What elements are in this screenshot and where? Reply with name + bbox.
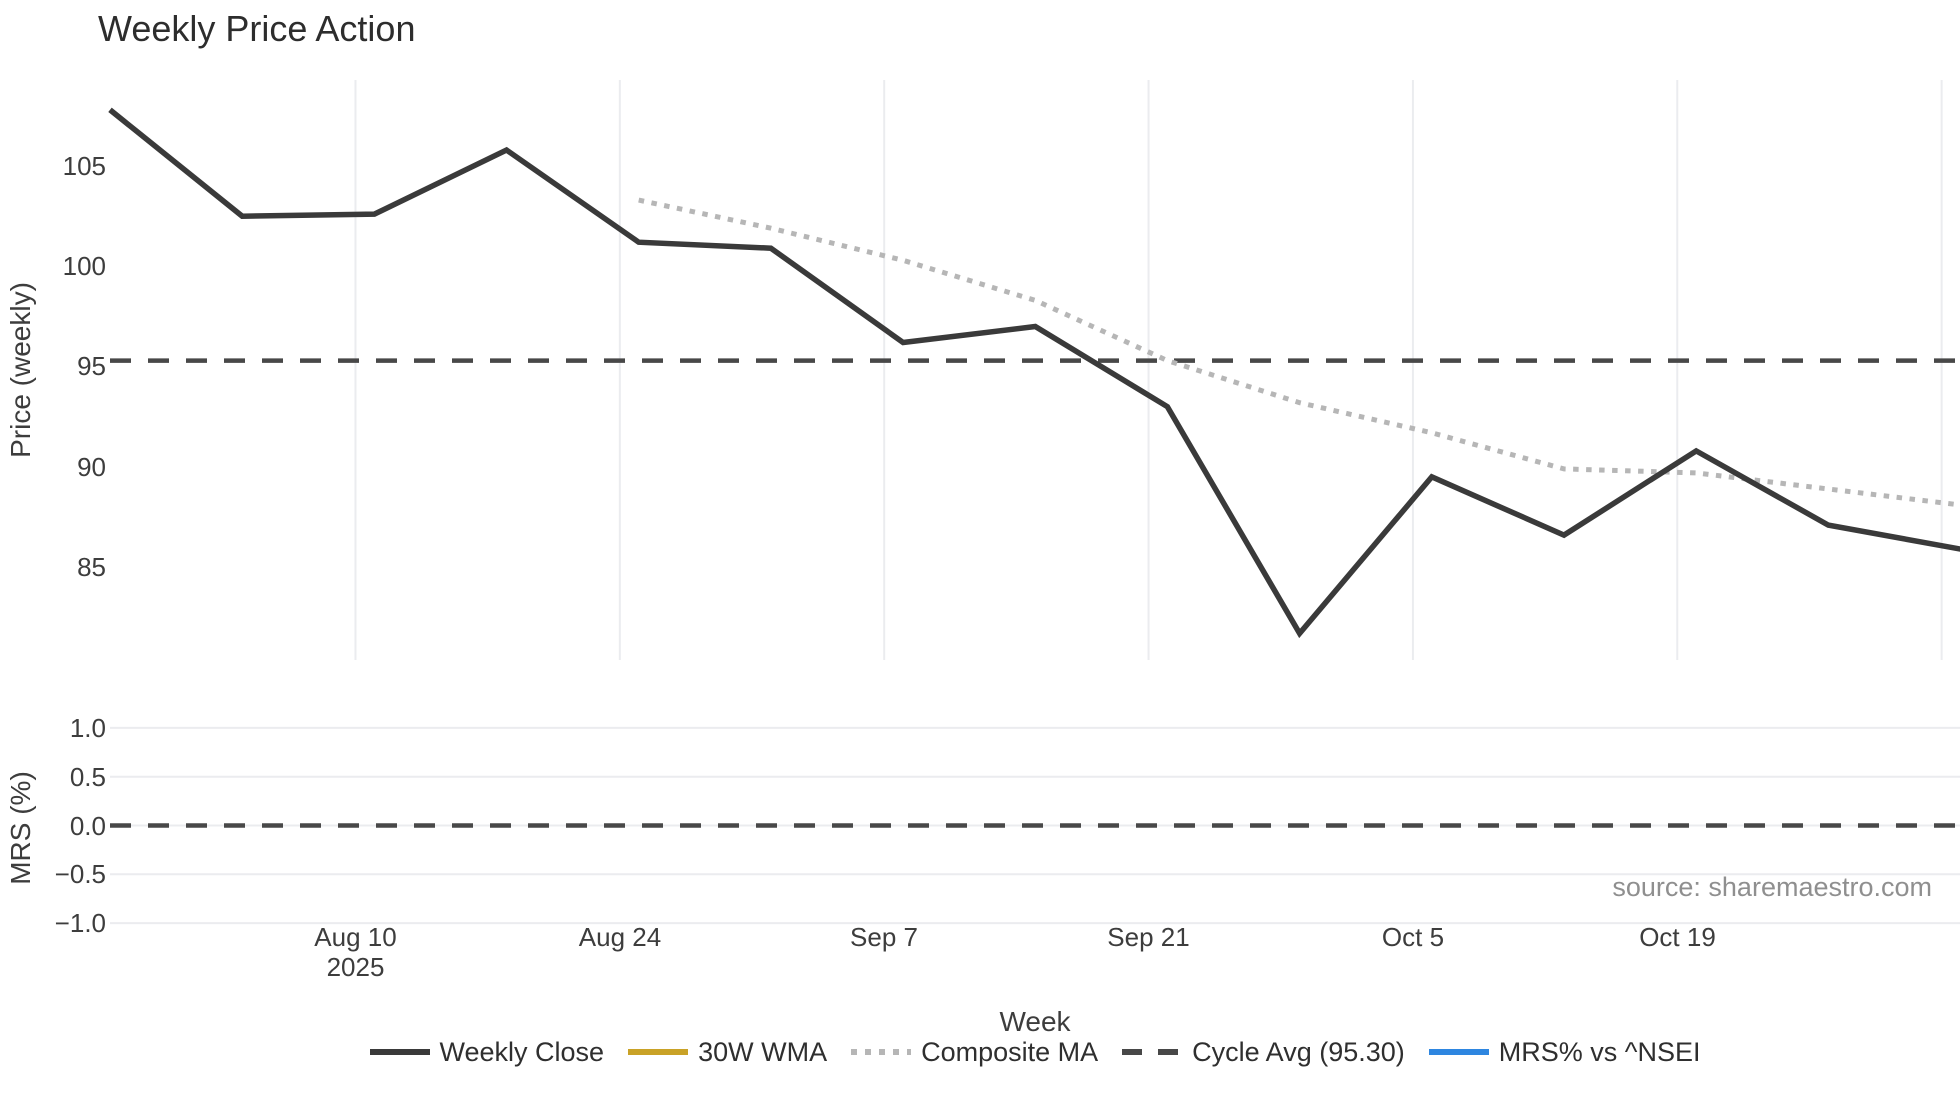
legend: Weekly Close 30W WMA Composite MA Cycle … <box>110 1036 1960 1068</box>
legend-item-weekly-close[interactable]: Weekly Close <box>369 1036 605 1068</box>
legend-swatch-4 <box>1428 1049 1489 1055</box>
price-tick-95: 95 <box>77 351 106 381</box>
x-tick-label: Aug 10 <box>314 922 397 952</box>
legend-item-composite-ma[interactable]: Composite MA <box>851 1037 1098 1068</box>
weekly-close-line <box>108 107 1960 639</box>
mrs-axis-title: MRS (%) <box>5 771 36 885</box>
price-gridlines <box>354 80 1943 660</box>
legend-swatch-1 <box>628 1049 689 1055</box>
x-axis-title: Week <box>999 1006 1071 1037</box>
legend-swatch-3 <box>1122 1049 1183 1055</box>
x-tick-sep21: Sep 21 <box>1107 922 1190 952</box>
mrs-tick-0: 0.0 <box>69 811 106 841</box>
x-tick-year-label: 2025 <box>326 952 385 982</box>
legend-label: Weekly Close <box>439 1036 605 1067</box>
legend-item-30w-wma[interactable]: 30W WMA <box>628 1037 827 1068</box>
legend-item-mrs[interactable]: MRS% vs ^NSEI <box>1428 1036 1701 1068</box>
legend-item-cycle-avg[interactable]: Cycle Avg (95.30) <box>1122 1037 1405 1068</box>
mrs-tick-m1: −1.0 <box>54 908 106 938</box>
legend-label: MRS% vs ^NSEI <box>1498 1036 1701 1067</box>
legend-swatch-0 <box>369 1049 430 1055</box>
composite-ma-line <box>638 197 1960 508</box>
price-tick-105: 105 <box>62 151 106 181</box>
mrs-tick-m05: −0.5 <box>54 859 106 889</box>
x-tick-sep7: Sep 7 <box>850 922 918 952</box>
price-tick-90: 90 <box>77 452 106 482</box>
x-tick-aug24: Aug 24 <box>578 922 662 952</box>
x-tick-oct5: Oct 5 <box>1381 922 1445 952</box>
legend-label: 30W WMA <box>698 1036 828 1067</box>
mrs-tick-1: 1.0 <box>69 713 106 743</box>
x-tick-aug10: Aug 10 2025 <box>314 922 396 982</box>
price-axis-title: Price (weekly) <box>5 282 36 458</box>
price-tick-85: 85 <box>77 552 106 582</box>
x-tick-oct19: Oct 19 <box>1639 922 1716 952</box>
page-title: Weekly Price Action <box>98 8 416 49</box>
mrs-tick-05: 0.5 <box>69 762 106 792</box>
source-note: source: sharemaestro.com <box>1612 872 1932 902</box>
price-tick-100: 100 <box>62 251 106 281</box>
legend-swatch-2 <box>851 1049 912 1055</box>
legend-label: Composite MA <box>921 1036 1099 1067</box>
legend-label: Cycle Avg (95.30) <box>1192 1036 1405 1067</box>
